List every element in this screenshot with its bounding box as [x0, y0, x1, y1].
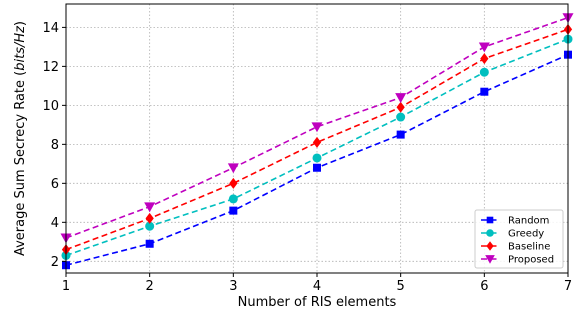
data-point-random	[145, 239, 154, 248]
y-tick-label: 12	[42, 60, 59, 75]
y-tick-label: 10	[42, 99, 59, 114]
data-point-greedy	[145, 221, 155, 231]
legend-label-greedy: Greedy	[508, 229, 544, 240]
data-point-random	[229, 206, 238, 215]
y-tick-label: 14	[42, 21, 59, 36]
data-point-baseline	[229, 177, 238, 189]
y-tick-label: 2	[51, 255, 59, 270]
y-tick-label: 4	[51, 216, 59, 231]
data-point-greedy	[396, 112, 406, 122]
legend-label-proposed: Proposed	[508, 255, 554, 266]
data-point-random	[480, 87, 489, 96]
data-point-proposed	[144, 202, 156, 213]
legend-marker-greedy	[486, 229, 494, 237]
legend-marker-proposed	[485, 255, 495, 264]
data-point-proposed	[227, 163, 239, 174]
y-axis-label-main: Average Sum Secrecy Rate (	[13, 71, 28, 256]
data-point-greedy	[479, 67, 489, 77]
y-axis-label: Average Sum Secrecy Rate (bits/Hz)	[13, 21, 28, 256]
data-point-greedy	[228, 194, 238, 204]
x-tick-label: 5	[397, 279, 405, 294]
y-axis-label-unit: bits/Hz	[13, 25, 28, 71]
data-point-baseline	[480, 53, 489, 65]
legend: Random Greedy Baseline Proposed	[474, 209, 564, 269]
legend-label-random: Random	[508, 216, 549, 227]
data-point-random	[396, 130, 405, 139]
x-tick-label: 4	[313, 279, 321, 294]
data-point-proposed	[478, 42, 490, 53]
data-point-baseline	[396, 101, 405, 113]
y-tick-label: 6	[51, 177, 59, 192]
x-axis-label: Number of RIS elements	[238, 295, 397, 310]
y-tick-label: 8	[51, 138, 59, 153]
x-tick-label: 1	[62, 279, 70, 294]
legend-marker-random	[486, 216, 494, 224]
y-axis-label-close: )	[13, 21, 28, 26]
x-tick-label: 7	[564, 279, 572, 294]
data-point-random	[313, 163, 321, 172]
series-markers	[60, 13, 574, 270]
data-point-baseline	[312, 136, 322, 148]
x-tick-label: 6	[480, 279, 488, 294]
data-point-greedy	[312, 153, 322, 163]
data-point-proposed	[395, 93, 407, 104]
legend-marker-baseline	[486, 241, 494, 251]
legend-box	[474, 209, 564, 269]
x-tick-label: 3	[229, 279, 237, 294]
x-tick-label: 2	[146, 279, 154, 294]
data-point-baseline	[145, 212, 154, 224]
data-point-proposed	[311, 122, 323, 133]
legend-label-baseline: Baseline	[508, 242, 550, 253]
